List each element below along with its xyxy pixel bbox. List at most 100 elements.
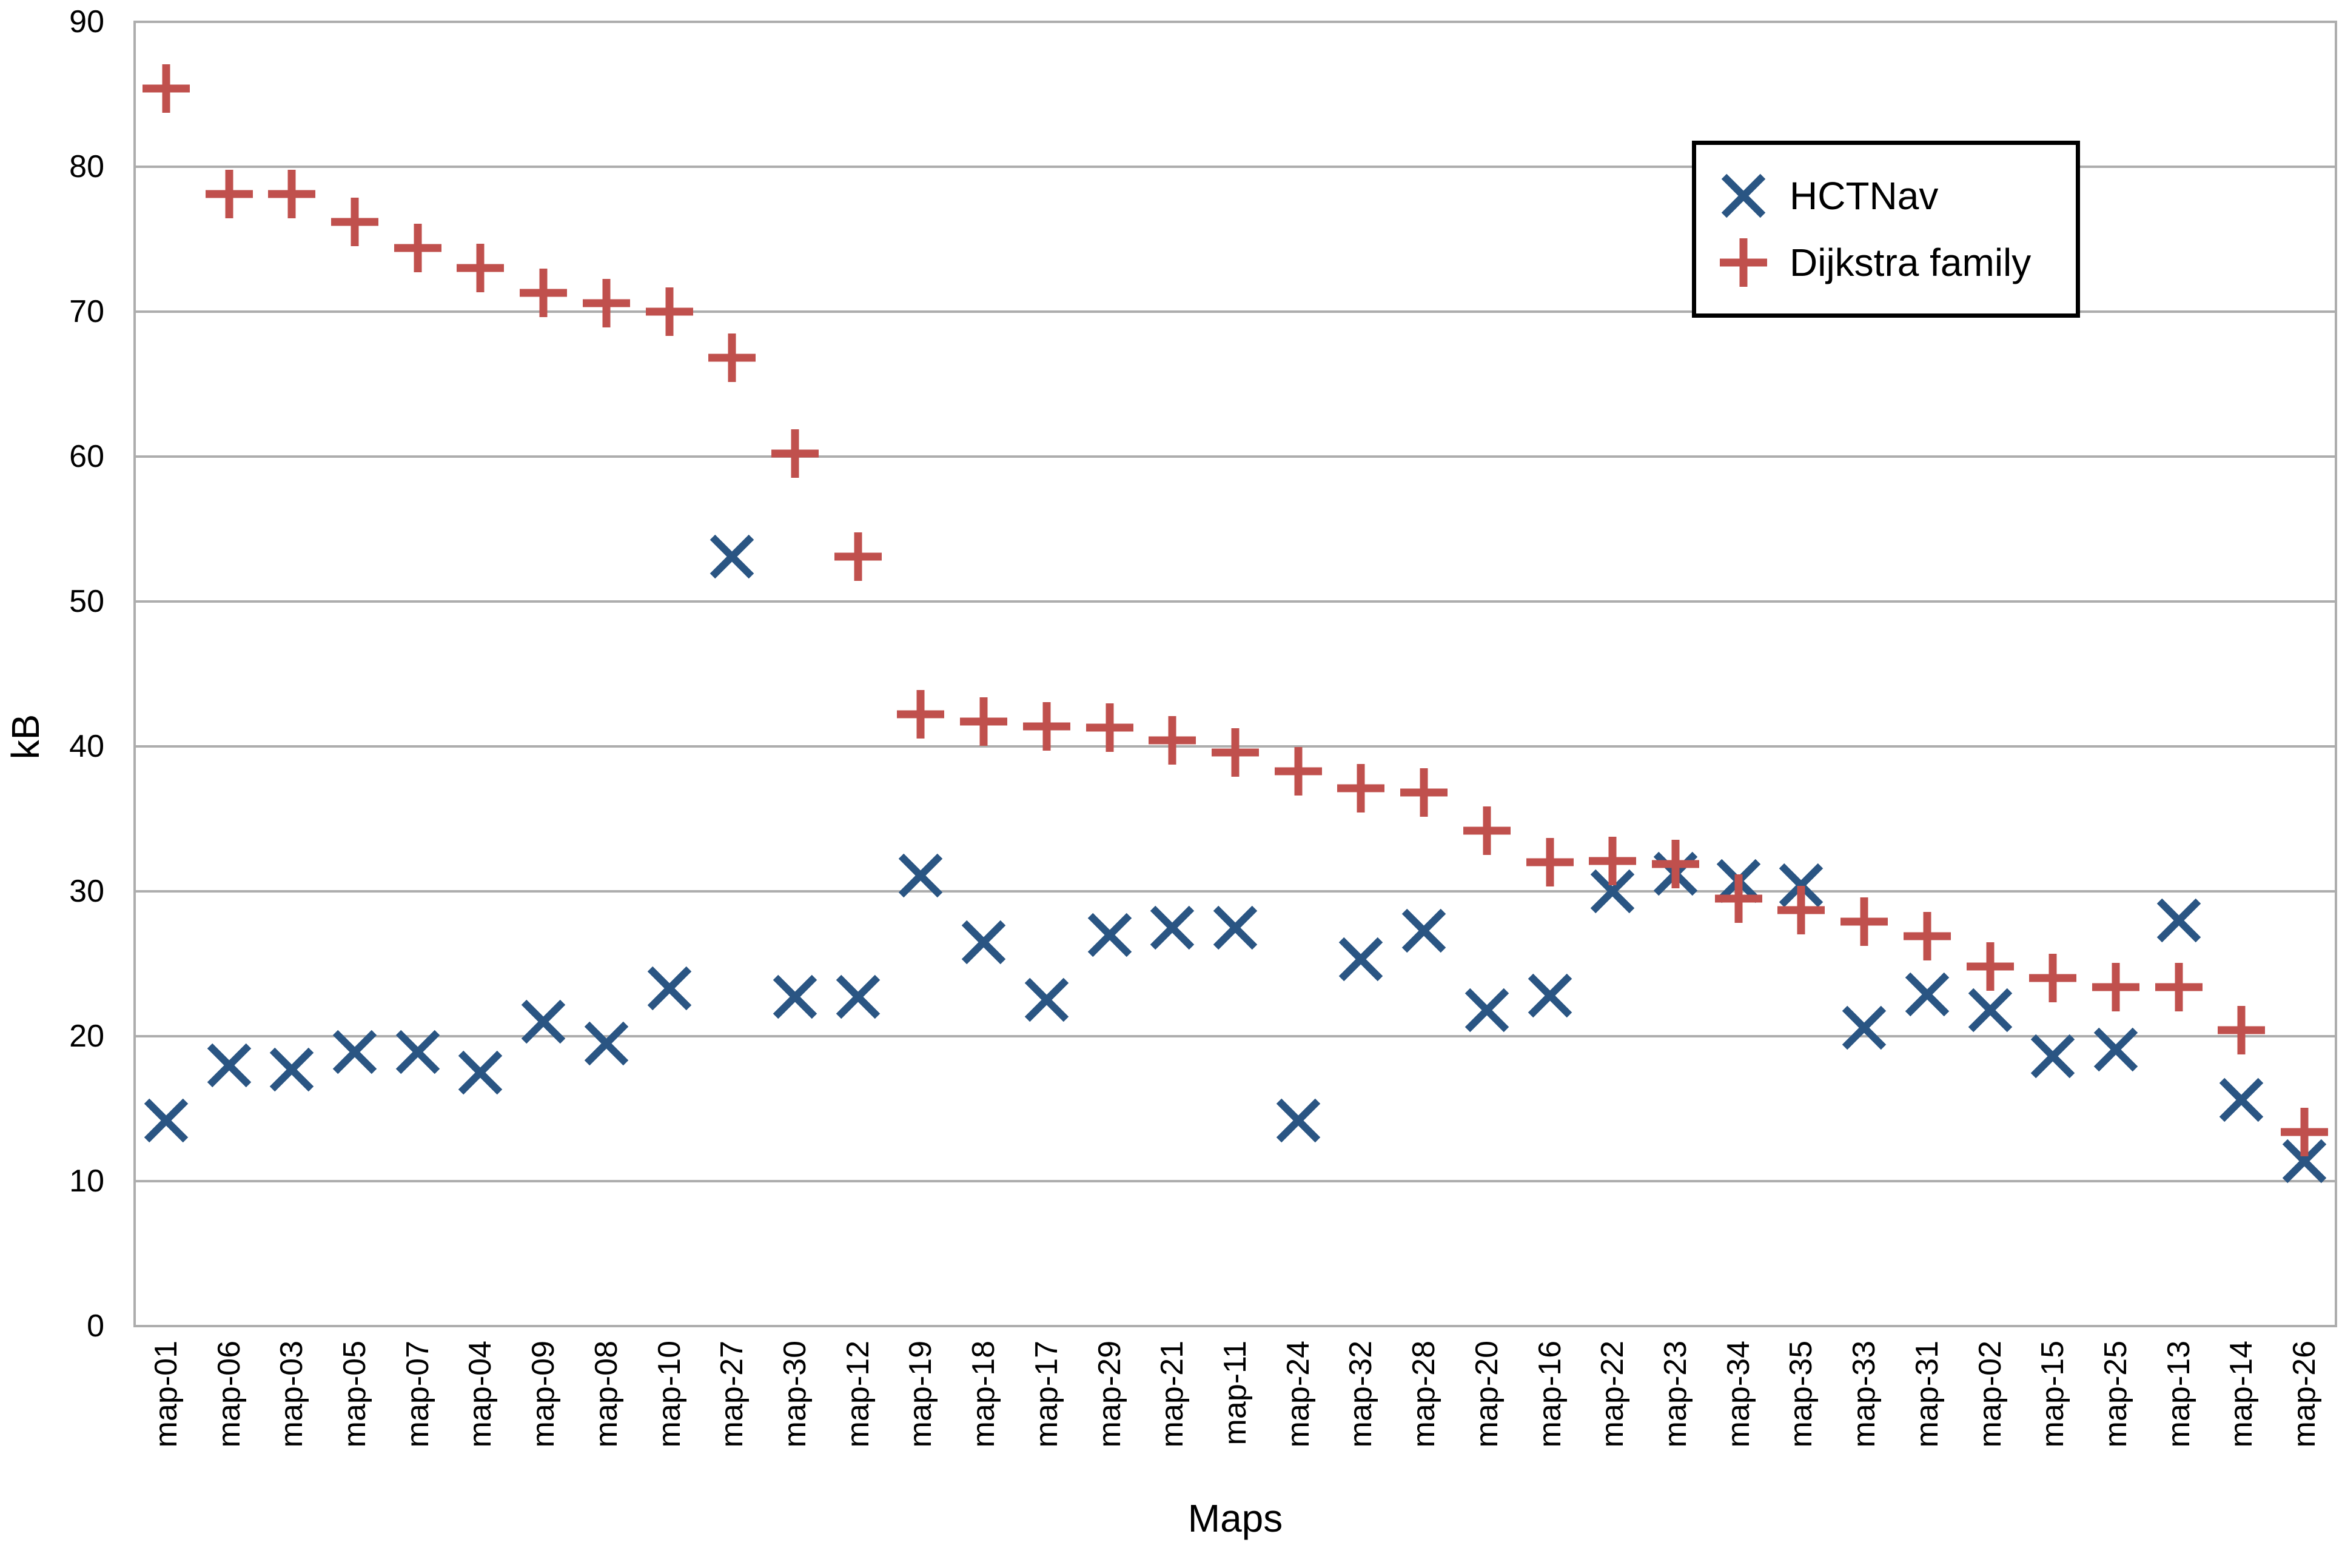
- hctnav-point: [2027, 1031, 2078, 1085]
- x-tick-label: map-32: [1343, 1341, 1379, 1448]
- dijkstra-point: [706, 332, 757, 386]
- hctnav-point: [1587, 866, 1638, 920]
- gridline-y-30: [135, 890, 2336, 893]
- y-tick-label: 50: [69, 584, 104, 619]
- gridline-y-90: [135, 21, 2336, 23]
- legend-entry-dijkstra: Dijkstra family: [1718, 237, 2076, 288]
- dijkstra-point: [2153, 962, 2204, 1016]
- dijkstra-point: [329, 196, 380, 250]
- hctnav-point: [518, 996, 569, 1050]
- hctnav-point: [895, 850, 946, 904]
- y-tick-label: 60: [69, 439, 104, 474]
- x-tick-label: map-33: [1847, 1341, 1882, 1448]
- dijkstra-point: [1902, 911, 1953, 965]
- hctnav-point: [1839, 1002, 1890, 1056]
- x-tick-label: map-07: [400, 1341, 435, 1448]
- x-tick-label: map-31: [1909, 1341, 1945, 1448]
- dijkstra-point: [833, 531, 884, 585]
- hctnav-point: [1147, 902, 1198, 956]
- hctnav-point: [2216, 1074, 2267, 1128]
- hctnav-point: [770, 971, 820, 1025]
- hctnav-point: [329, 1027, 380, 1081]
- dijkstra-point: [392, 223, 443, 276]
- dijkstra-point: [2090, 962, 2141, 1016]
- dijkstra-point: [895, 689, 946, 743]
- x-tick-label: map-08: [588, 1341, 624, 1448]
- x-tick-label: map-09: [526, 1341, 562, 1448]
- dijkstra-point: [958, 696, 1009, 750]
- dijkstra-point: [1713, 873, 1764, 927]
- dijkstra-point: [518, 267, 569, 321]
- dijkstra-point: [1273, 746, 1324, 800]
- x-tick-label: map-15: [2035, 1341, 2071, 1448]
- hctnav-point: [1210, 902, 1261, 956]
- legend-label-hctnav: HCTNav: [1790, 174, 1939, 218]
- x-tick-label: map-24: [1280, 1341, 1316, 1448]
- x-tick-label: map-16: [1532, 1341, 1568, 1448]
- x-tick-label: map-11: [1218, 1341, 1253, 1446]
- dijkstra-point: [1965, 941, 2016, 995]
- dijkstra-point: [644, 286, 695, 340]
- x-tick-label: map-30: [777, 1341, 813, 1448]
- hctnav-point: [1398, 905, 1449, 959]
- dijkstra-point: [581, 278, 632, 332]
- gridline-y-50: [135, 600, 2336, 603]
- y-tick-label: 40: [69, 729, 104, 764]
- dijkstra-point: [1650, 839, 1701, 893]
- x-tick-label: map-04: [463, 1341, 498, 1448]
- hctnav-point: [141, 1095, 192, 1149]
- x-tick-label: map-27: [714, 1341, 750, 1448]
- x-tick-label: map-23: [1658, 1341, 1693, 1448]
- x-tick-label: map-17: [1028, 1341, 1064, 1448]
- x-tick-label: map-21: [1155, 1341, 1190, 1448]
- gridline-y-20: [135, 1035, 2336, 1037]
- hctnav-point: [266, 1044, 317, 1098]
- hctnav-point: [1461, 985, 1512, 1039]
- x-tick-label: map-05: [337, 1341, 372, 1448]
- axis-left-line: [133, 21, 136, 1327]
- x-tick-label: map-01: [148, 1341, 184, 1448]
- x-tick-label: map-28: [1406, 1341, 1442, 1448]
- dijkstra-point: [204, 169, 255, 223]
- x-tick-label: map-02: [1972, 1341, 2008, 1448]
- hctnav-point: [2090, 1024, 2141, 1078]
- dijkstra-point: [1839, 896, 1890, 950]
- dijkstra-point: [1587, 836, 1638, 890]
- gridline-y-0: [135, 1325, 2336, 1327]
- x-axis-title: Maps: [1187, 1496, 1283, 1540]
- x-tick-label: map-03: [274, 1341, 310, 1448]
- dijkstra-point: [1021, 701, 1072, 755]
- y-tick-label: 80: [69, 149, 104, 184]
- x-tick-label: map-29: [1092, 1341, 1127, 1448]
- hctnav-point: [1335, 934, 1386, 988]
- hctnav-point: [833, 971, 884, 1025]
- dijkstra-point: [455, 243, 506, 297]
- x-marker-icon: [1718, 170, 1769, 221]
- dijkstra-point: [1398, 767, 1449, 821]
- x-tick-label: map-13: [2161, 1341, 2196, 1448]
- hctnav-point: [204, 1040, 255, 1094]
- legend-entry-hctnav: HCTNav: [1718, 170, 2076, 221]
- hctnav-point: [392, 1027, 443, 1081]
- dijkstra-point: [1525, 837, 1575, 891]
- hctnav-point: [1084, 910, 1135, 963]
- y-axis-title: kB: [4, 714, 47, 760]
- x-tick-label: map-19: [903, 1341, 939, 1448]
- dijkstra-point: [1210, 727, 1261, 781]
- x-tick-label: map-25: [2098, 1341, 2133, 1448]
- hctnav-point: [1965, 985, 2016, 1039]
- axis-right-line: [2335, 21, 2337, 1327]
- plus-marker-icon: [1718, 237, 1769, 288]
- x-tick-label: map-35: [1783, 1341, 1819, 1448]
- x-tick-label: map-12: [840, 1341, 876, 1448]
- hctnav-point: [581, 1018, 632, 1072]
- hctnav-point: [958, 917, 1009, 971]
- dijkstra-point: [141, 63, 192, 117]
- x-tick-label: map-14: [2224, 1341, 2260, 1448]
- x-tick-label: map-06: [211, 1341, 247, 1448]
- legend-label-dijkstra: Dijkstra family: [1790, 241, 2032, 284]
- x-tick-label: map-18: [966, 1341, 1002, 1448]
- hctnav-point: [1273, 1095, 1324, 1149]
